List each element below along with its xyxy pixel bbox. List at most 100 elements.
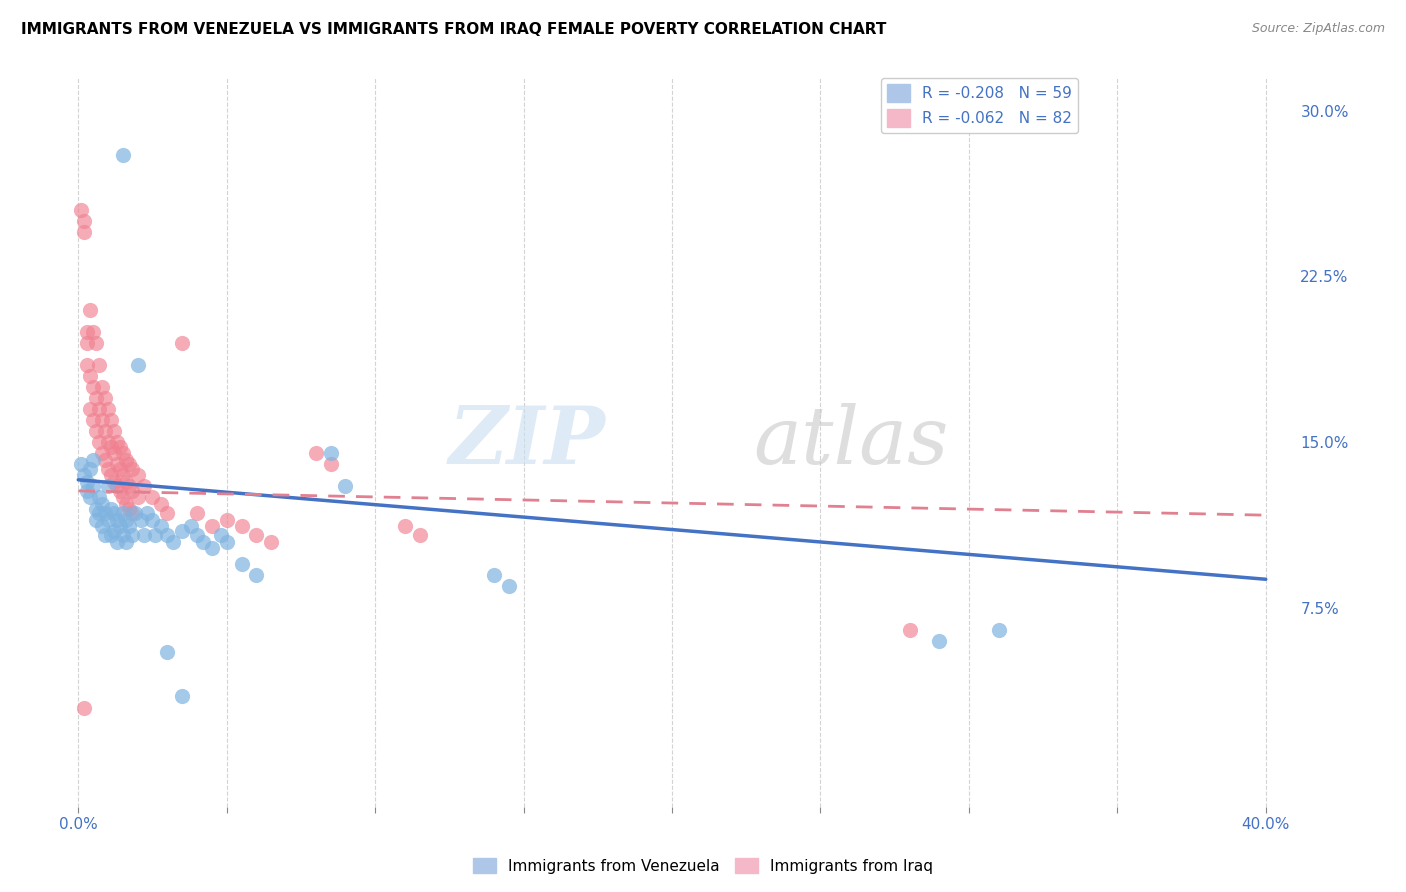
Point: [150, 497, 173, 511]
Point: [105, 512, 128, 526]
Point: [108, 483, 131, 498]
Point: [114, 512, 136, 526]
Point: [94, 391, 117, 405]
Point: [76, 335, 98, 350]
Point: [111, 148, 134, 162]
Point: [118, 519, 141, 533]
Point: [118, 501, 141, 516]
Point: [103, 446, 125, 460]
Point: [129, 512, 152, 526]
Point: [73, 225, 96, 239]
Point: [108, 440, 131, 454]
Point: [898, 623, 921, 637]
Point: [84, 501, 107, 516]
Point: [82, 413, 104, 427]
Point: [100, 501, 122, 516]
Point: [145, 528, 167, 542]
Point: [319, 446, 342, 460]
Point: [162, 534, 184, 549]
Point: [156, 645, 179, 659]
Point: [82, 453, 104, 467]
Point: [87, 491, 110, 505]
Point: [231, 519, 253, 533]
Point: [319, 458, 342, 472]
Point: [82, 380, 104, 394]
Point: [127, 468, 149, 483]
Point: [118, 458, 141, 472]
Point: [111, 506, 134, 520]
Point: [87, 435, 110, 450]
Point: [79, 368, 101, 383]
Point: [103, 424, 125, 438]
Legend: R = -0.208   N = 59, R = -0.062   N = 82: R = -0.208 N = 59, R = -0.062 N = 82: [882, 78, 1078, 133]
Point: [127, 358, 149, 372]
Point: [84, 391, 107, 405]
Text: ZIP: ZIP: [449, 403, 606, 481]
Point: [111, 468, 134, 483]
Point: [180, 519, 202, 533]
Point: [150, 519, 173, 533]
Point: [245, 567, 267, 582]
Point: [100, 468, 122, 483]
Point: [91, 380, 114, 394]
Point: [108, 461, 131, 475]
Point: [172, 335, 194, 350]
Point: [928, 634, 950, 648]
Point: [79, 302, 101, 317]
Point: [70, 458, 93, 472]
Point: [84, 512, 107, 526]
Point: [111, 528, 134, 542]
Legend: Immigrants from Venezuela, Immigrants from Iraq: Immigrants from Venezuela, Immigrants fr…: [467, 852, 939, 880]
Point: [97, 461, 120, 475]
Point: [394, 519, 416, 533]
Point: [70, 203, 93, 218]
Point: [76, 483, 98, 498]
Point: [215, 512, 238, 526]
Point: [91, 497, 114, 511]
Point: [94, 453, 117, 467]
Point: [305, 446, 328, 460]
Point: [87, 358, 110, 372]
Point: [141, 512, 163, 526]
Point: [111, 491, 134, 505]
Point: [73, 468, 96, 483]
Point: [191, 534, 214, 549]
Point: [135, 506, 157, 520]
Text: IMMIGRANTS FROM VENEZUELA VS IMMIGRANTS FROM IRAQ FEMALE POVERTY CORRELATION CHA: IMMIGRANTS FROM VENEZUELA VS IMMIGRANTS …: [21, 22, 886, 37]
Point: [114, 497, 136, 511]
Point: [103, 524, 125, 538]
Point: [186, 506, 208, 520]
Point: [76, 475, 98, 489]
Point: [172, 524, 194, 538]
Point: [987, 623, 1010, 637]
Point: [498, 579, 520, 593]
Point: [73, 700, 96, 714]
Point: [132, 479, 155, 493]
Point: [121, 483, 143, 498]
Point: [209, 528, 232, 542]
Point: [73, 214, 96, 228]
Point: [103, 475, 125, 489]
Point: [91, 519, 114, 533]
Point: [79, 402, 101, 417]
Point: [100, 413, 122, 427]
Point: [127, 491, 149, 505]
Point: [97, 512, 120, 526]
Point: [87, 506, 110, 520]
Point: [118, 479, 141, 493]
Point: [482, 567, 505, 582]
Point: [141, 491, 163, 505]
Point: [121, 528, 143, 542]
Point: [97, 402, 120, 417]
Point: [108, 519, 131, 533]
Text: atlas: atlas: [754, 403, 949, 481]
Point: [105, 534, 128, 549]
Point: [231, 557, 253, 571]
Point: [100, 440, 122, 454]
Point: [186, 528, 208, 542]
Point: [121, 506, 143, 520]
Point: [79, 461, 101, 475]
Point: [94, 506, 117, 520]
Point: [84, 335, 107, 350]
Point: [121, 461, 143, 475]
